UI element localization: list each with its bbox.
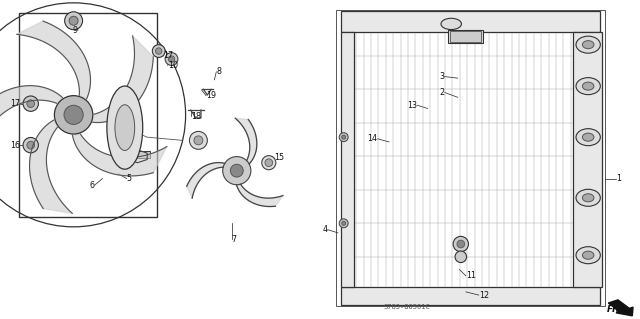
Bar [341, 11, 600, 32]
Polygon shape [187, 163, 225, 198]
Ellipse shape [441, 18, 461, 30]
Bar [450, 31, 481, 42]
Ellipse shape [65, 12, 83, 30]
Ellipse shape [339, 133, 348, 142]
Text: 9: 9 [73, 26, 78, 35]
Polygon shape [29, 120, 72, 213]
Text: 8: 8 [216, 67, 221, 76]
Ellipse shape [576, 189, 600, 206]
Text: 2: 2 [440, 88, 445, 97]
Ellipse shape [115, 105, 134, 151]
Ellipse shape [230, 164, 243, 177]
Text: 17: 17 [163, 51, 173, 60]
Text: 15: 15 [274, 153, 284, 162]
Ellipse shape [156, 48, 162, 54]
Polygon shape [236, 184, 283, 206]
Ellipse shape [457, 240, 465, 248]
Ellipse shape [107, 86, 143, 169]
Ellipse shape [342, 135, 346, 139]
Ellipse shape [265, 159, 273, 167]
Text: 1: 1 [616, 174, 621, 183]
Polygon shape [0, 86, 63, 144]
Ellipse shape [194, 136, 203, 145]
Bar [341, 287, 600, 305]
Ellipse shape [576, 129, 600, 146]
Text: S783-80501C: S783-80501C [383, 304, 430, 310]
Text: 10: 10 [168, 61, 178, 70]
Ellipse shape [582, 82, 594, 90]
Ellipse shape [23, 137, 38, 153]
Ellipse shape [69, 16, 78, 25]
Text: 3: 3 [440, 72, 445, 81]
Text: 12: 12 [479, 291, 489, 300]
Ellipse shape [54, 96, 93, 134]
Text: 7: 7 [232, 235, 237, 244]
Bar [341, 32, 354, 287]
Ellipse shape [189, 131, 207, 149]
Ellipse shape [165, 53, 178, 65]
Polygon shape [236, 118, 257, 164]
Text: 14: 14 [367, 134, 378, 143]
Ellipse shape [453, 236, 468, 252]
Text: FR.: FR. [607, 305, 623, 314]
Ellipse shape [27, 100, 35, 108]
Ellipse shape [342, 221, 346, 225]
Text: 11: 11 [466, 271, 476, 280]
Ellipse shape [223, 157, 251, 185]
Ellipse shape [582, 251, 594, 259]
Text: 5: 5 [127, 174, 132, 183]
Ellipse shape [582, 133, 594, 141]
Text: 16: 16 [10, 141, 20, 150]
Text: 6: 6 [90, 181, 95, 189]
Polygon shape [72, 134, 167, 176]
Ellipse shape [339, 219, 348, 228]
Ellipse shape [576, 36, 600, 53]
Ellipse shape [27, 141, 35, 149]
Bar [448, 30, 483, 43]
Ellipse shape [582, 41, 594, 49]
Text: 13: 13 [407, 101, 417, 110]
Bar [336, 10, 605, 306]
Bar [19, 13, 157, 217]
Ellipse shape [576, 247, 600, 264]
Ellipse shape [455, 251, 467, 263]
Ellipse shape [152, 45, 165, 57]
Ellipse shape [576, 78, 600, 95]
Text: 17: 17 [10, 99, 20, 108]
Ellipse shape [262, 156, 276, 170]
Bar [128, 151, 150, 158]
Polygon shape [17, 21, 90, 99]
Ellipse shape [23, 96, 38, 111]
Ellipse shape [64, 105, 83, 124]
Ellipse shape [168, 56, 175, 62]
Text: 18: 18 [191, 112, 201, 121]
Text: 4: 4 [323, 225, 328, 234]
Ellipse shape [582, 194, 594, 202]
Polygon shape [93, 36, 154, 122]
FancyArrow shape [609, 300, 633, 316]
Bar [573, 32, 602, 287]
Text: 19: 19 [206, 91, 216, 100]
